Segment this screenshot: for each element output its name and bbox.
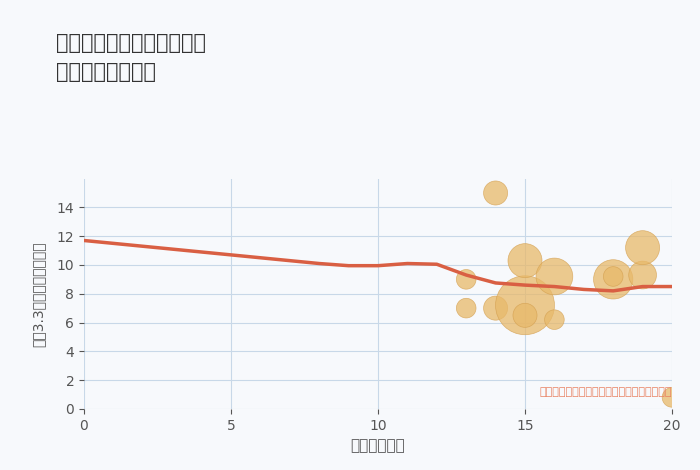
- Point: [490, 305, 501, 312]
- Point: [549, 273, 560, 280]
- Text: 円の大きさは、取引のあった物件面積を示す: 円の大きさは、取引のあった物件面積を示す: [540, 387, 672, 397]
- Point: [608, 273, 619, 280]
- Y-axis label: 坪（3.3㎡）単価（万円）: 坪（3.3㎡）単価（万円）: [32, 241, 46, 346]
- Point: [519, 302, 531, 309]
- Point: [519, 257, 531, 265]
- Point: [549, 316, 560, 323]
- Point: [666, 393, 678, 401]
- Point: [461, 305, 472, 312]
- Point: [461, 275, 472, 283]
- Text: 三重県桑名市多度町香取の
駅距離別土地価格: 三重県桑名市多度町香取の 駅距離別土地価格: [56, 33, 206, 83]
- Point: [637, 271, 648, 279]
- X-axis label: 駅距離（分）: 駅距離（分）: [351, 438, 405, 453]
- Point: [490, 189, 501, 197]
- Point: [637, 244, 648, 251]
- Point: [608, 275, 619, 283]
- Point: [519, 312, 531, 319]
